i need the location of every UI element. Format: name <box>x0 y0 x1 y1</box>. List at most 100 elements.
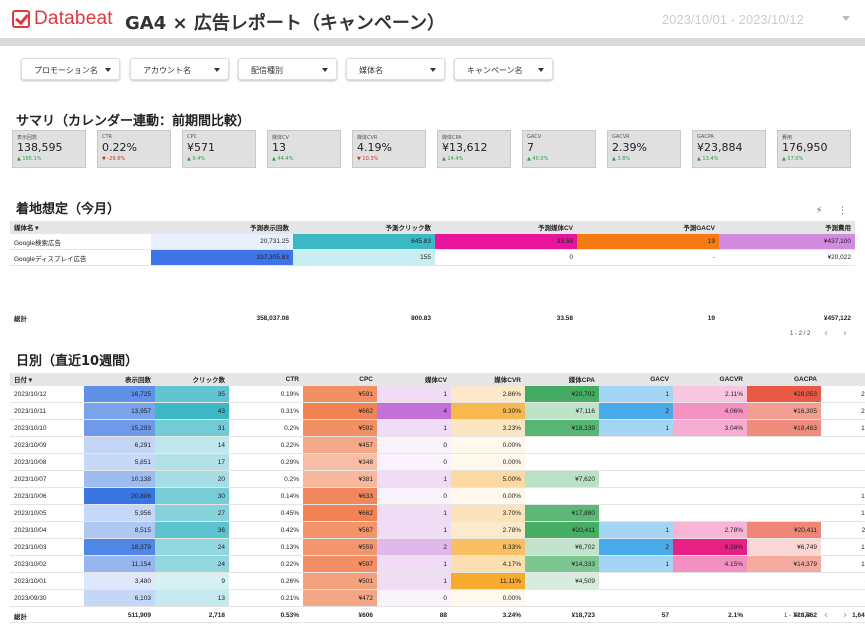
table-cell: 2023/10/08 <box>14 458 47 466</box>
table-cell: 2.1% <box>728 612 743 619</box>
table-cell: ¥20,702 <box>525 386 599 402</box>
chevron-down-icon <box>105 68 111 72</box>
table-cell: 17,880 <box>861 509 865 517</box>
kpi-label: 媒体CVR <box>357 135 378 141</box>
table-cell: 2023/10/07 <box>14 475 47 483</box>
table-cell: 5,956 <box>84 505 155 521</box>
table-row: 2023/10/11 13,957 43 0.31% ¥662 4 9.30% ¥7,116 2… <box>10 403 865 420</box>
header-divider <box>0 38 865 46</box>
table-cell: 3.24% <box>502 612 521 619</box>
table-cell <box>599 488 673 504</box>
kpi-change: ▲ 13.4% <box>697 156 719 162</box>
table-cell[interactable]: 予測GACV <box>577 221 719 233</box>
filter-label: キャンペーン名 <box>467 66 523 75</box>
table-row: 2023/10/10 15,293 31 0.2% ¥592 1 3.23% ¥18,339 1… <box>10 420 865 437</box>
table-cell: 4.15% <box>673 556 747 572</box>
table-cell: 20 <box>155 471 229 487</box>
table-cell: 1 <box>599 386 673 402</box>
table-cell: ¥18,339 <box>525 420 599 436</box>
table-cell: 2023/10/02 <box>14 560 47 568</box>
table-cell: 18,976 <box>861 492 865 500</box>
table-cell[interactable]: GACV <box>599 373 673 385</box>
next-page-icon[interactable]: › <box>843 610 847 621</box>
kpi-value: 138,595 <box>17 141 63 154</box>
table-cell: 13,405 <box>861 543 865 551</box>
prev-page-icon[interactable]: ‹ <box>824 328 828 339</box>
table-cell: 19 <box>577 234 719 249</box>
prev-page-icon[interactable]: ‹ <box>824 610 828 621</box>
table-cell <box>673 573 747 589</box>
chevron-down-icon <box>430 68 436 72</box>
table-cell: 43 <box>155 403 229 419</box>
table-cell: 33.58 <box>435 234 577 249</box>
table-cell <box>673 488 747 504</box>
filter-dropdown[interactable]: プロモーション名 <box>21 58 120 80</box>
filter-dropdown[interactable]: 媒体名 <box>346 58 445 80</box>
kpi-change: ▲ 9.4% <box>187 156 206 162</box>
chevron-down-icon <box>322 68 328 72</box>
table-cell: ¥597 <box>303 556 377 572</box>
table-cell[interactable]: 表示回数 <box>84 373 155 385</box>
kpi-card: 媒体CV 13 ▲ 44.4% <box>267 130 341 168</box>
table-cell[interactable]: GACVR <box>673 373 747 385</box>
table-cell: 2,718 <box>208 612 225 619</box>
table-cell[interactable]: 予測媒体CV <box>435 221 577 233</box>
table-cell <box>599 454 673 470</box>
table-cell: 20,731.25 <box>151 234 293 249</box>
table-cell[interactable]: 予測クリック数 <box>293 221 435 233</box>
date-range-picker[interactable]: 2023/10/01 - 2023/10/12 <box>662 12 804 27</box>
table-cell: 14,333 <box>861 560 865 568</box>
table-cell: ¥28,053 <box>747 386 821 402</box>
kpi-label: CPC <box>187 134 197 140</box>
table-cell: 1 <box>599 556 673 572</box>
table-cell: 0.29% <box>280 458 299 466</box>
table-row: 2023/10/05 5,956 27 0.45% ¥662 1 3.70% ¥17,880 1… <box>10 505 865 522</box>
table-cell[interactable]: 媒体名 ▾ <box>10 221 151 233</box>
table-cell[interactable]: クリック数 <box>155 373 229 385</box>
table-cell: 1 <box>377 573 451 589</box>
table-cell: 2 <box>599 403 673 419</box>
table-cell: 総計 <box>14 613 27 621</box>
table-cell[interactable]: 予測表示回数 <box>151 221 293 233</box>
table-cell[interactable]: 費用 <box>821 373 865 385</box>
table-cell[interactable]: 日付 ▾ <box>10 373 84 385</box>
chevron-down-icon[interactable] <box>842 16 850 21</box>
kpi-label: GACPA <box>697 134 714 140</box>
table-cell <box>525 488 599 504</box>
table-cell[interactable]: 予測費用 <box>719 221 855 233</box>
kpi-change: ▲ 57.0% <box>782 156 804 162</box>
table-cell: - <box>577 250 719 265</box>
kpi-value: 7 <box>527 141 534 154</box>
table-cell[interactable]: GACPA <box>747 373 821 385</box>
more-vert-icon[interactable]: ⋮ <box>838 206 847 216</box>
table-cell: 36 <box>155 522 229 538</box>
table-cell[interactable]: 媒体CV <box>377 373 451 385</box>
table-cell: 645.83 <box>293 234 435 249</box>
table-cell: 0.2% <box>284 424 299 432</box>
filter-dropdown[interactable]: アカウント名 <box>130 58 229 80</box>
next-page-icon[interactable]: › <box>843 328 847 339</box>
table-cell: 19 <box>707 314 715 322</box>
table-cell[interactable]: 媒体CPA <box>525 373 599 385</box>
table-cell: ¥437,100 <box>719 234 855 249</box>
table-cell <box>673 437 747 453</box>
table-cell: ¥567 <box>303 522 377 538</box>
chevron-down-icon <box>214 68 220 72</box>
table-cell: 0.2% <box>284 475 299 483</box>
filter-dropdown[interactable]: 配信種別 <box>238 58 337 80</box>
table-cell: 2023/10/01 <box>14 577 47 585</box>
table-cell: 511,909 <box>127 612 151 619</box>
table-cell: 3.70% <box>451 505 525 521</box>
table-cell: 0.13% <box>280 543 299 551</box>
table-cell[interactable]: 媒体CVR <box>451 373 525 385</box>
summary-title: サマリ（カレンダー連動：前期間比較） <box>16 114 251 129</box>
table-cell: 1 <box>377 420 451 436</box>
kpi-value: ¥571 <box>187 141 215 154</box>
table-cell <box>673 590 747 606</box>
bolt-icon[interactable]: ⚡ <box>816 206 823 216</box>
table-cell: 0.22% <box>280 560 299 568</box>
table-row: Googleディスプレイ広告 337,305.83 155 0- ¥20,022 <box>10 250 855 266</box>
filter-dropdown[interactable]: キャンペーン名 <box>454 58 553 80</box>
table-cell[interactable]: CPC <box>303 373 377 385</box>
table-cell[interactable]: CTR <box>229 373 303 385</box>
